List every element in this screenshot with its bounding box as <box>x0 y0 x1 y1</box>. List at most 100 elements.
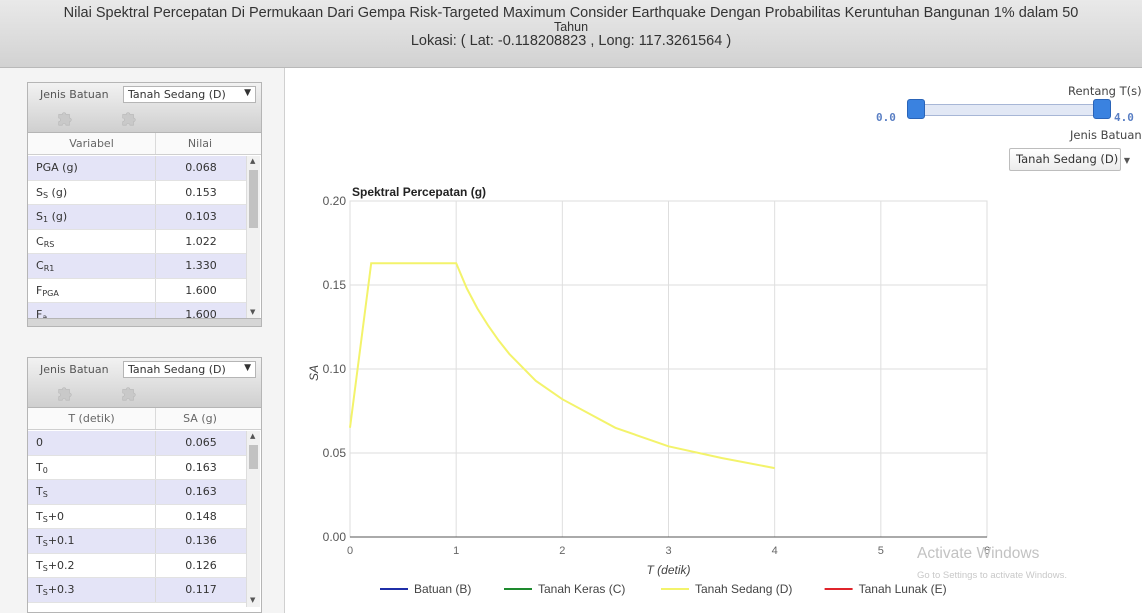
table-cell-value: 0.126 <box>185 558 217 572</box>
column-header-variabel[interactable]: Variabel <box>28 133 156 154</box>
x-tick-label: 6 <box>984 545 990 557</box>
y-tick-label: 0.15 <box>323 278 347 292</box>
table-cell-name: FPGA <box>28 278 156 302</box>
period-range-slider-track[interactable] <box>909 104 1109 116</box>
range-label: Rentang T(s) <box>1068 84 1142 98</box>
table-row[interactable]: TS+0.2 0.126 <box>28 553 246 578</box>
cell-name-suffix: +0.3 <box>47 583 75 596</box>
chevron-down-icon: ▼ <box>244 88 251 98</box>
table-cell-name: TS+0.3 <box>28 578 156 602</box>
soil-type-select-value: Tanah Sedang (D) <box>128 88 226 101</box>
cell-name-suffix: +0.1 <box>47 534 75 547</box>
puzzle-button[interactable] <box>34 380 96 405</box>
table-cell-name: TS+0 <box>28 504 156 528</box>
cell-name-text: T <box>36 583 43 596</box>
table-cell-value: 0.068 <box>185 161 217 174</box>
table-cell-value: 1.330 <box>185 259 217 272</box>
table-cell-name: CR1 <box>28 254 156 278</box>
chart-soil-type-value: Tanah Sedang (D) <box>1016 152 1119 166</box>
grid-scrollbar[interactable]: ▲ ▼ <box>246 431 260 607</box>
column-header-nilai[interactable]: Nilai <box>187 137 213 150</box>
cell-name-suffix: (g) <box>48 185 68 199</box>
table-cell-value: 1.600 <box>185 308 217 321</box>
cell-name-subscript: S <box>42 588 48 597</box>
grid-header: Variabel Nilai <box>28 133 261 155</box>
cell-name-subscript: S <box>42 563 48 573</box>
table-cell-value: 0.117 <box>185 583 217 596</box>
x-tick-label: 0 <box>347 545 353 557</box>
left-sidebar: Jenis Batuan Tanah Sedang (D) ▼ Variabel… <box>0 68 285 613</box>
puzzle-icon <box>58 111 72 125</box>
cell-name-text: T <box>36 460 43 474</box>
grid-select-label: Jenis Batuan <box>40 88 109 101</box>
table-row[interactable]: CRS 1.022 <box>28 229 246 254</box>
range-max-handle[interactable] <box>1093 99 1111 119</box>
table-row[interactable]: 0 0.065 <box>28 431 246 456</box>
table-row[interactable]: PGA (g) 0.068 <box>28 156 246 181</box>
cell-name-text: S <box>36 210 43 223</box>
table-cell-name: 0 <box>28 431 156 455</box>
puzzle-button[interactable] <box>34 105 96 130</box>
toolbar-icon-group <box>34 105 164 130</box>
cell-name-subscript: S <box>42 539 48 548</box>
grid-scrollbar[interactable]: ▲ ▼ <box>246 156 260 319</box>
x-tick-label: 4 <box>772 545 778 557</box>
chevron-down-icon: ▼ <box>244 363 251 373</box>
scroll-up-icon[interactable]: ▲ <box>250 432 256 440</box>
table-row[interactable]: FPGA 1.600 <box>28 278 246 303</box>
table-row[interactable]: SS (g) 0.153 <box>28 180 246 205</box>
grid-body: PGA (g) 0.068 SS (g) 0.153 S1 (g) 0.103 CRS 1.0… <box>28 156 246 326</box>
table-row[interactable]: CR1 1.330 <box>28 254 246 279</box>
table-row[interactable]: S1 (g) 0.103 <box>28 205 246 230</box>
cell-name-subscript: RS <box>43 239 55 249</box>
table-row[interactable]: TS 0.163 <box>28 480 246 505</box>
cell-name-text: PGA (g) <box>36 161 78 174</box>
location-label: Lokasi: ( Lat: -0.118208823 , Long: 117.… <box>410 33 732 49</box>
soil-type-select[interactable]: Tanah Sedang (D) ▼ <box>123 361 256 378</box>
puzzle-icon <box>58 386 72 400</box>
cell-name-subscript: 1 <box>42 215 49 224</box>
puzzle-button[interactable] <box>98 380 160 405</box>
range-min-handle[interactable] <box>907 99 925 119</box>
table-cell-name: TS <box>28 480 156 504</box>
scroll-thumb[interactable] <box>249 445 258 469</box>
chart-title: Spektral Percepatan (g) <box>352 185 486 199</box>
scroll-thumb[interactable] <box>249 170 258 228</box>
puzzle-icon <box>122 111 136 125</box>
table-cell-name: T0 <box>28 455 156 479</box>
x-tick-label: 2 <box>559 545 565 557</box>
x-tick-label: 3 <box>665 545 671 557</box>
spectrum-chart: 0 1 2 3 4 5 6 0.00 0.05 0.10 0.15 0.20 Spektral Perc… <box>307 185 990 596</box>
table-row[interactable]: TS+0.1 0.136 <box>28 529 246 554</box>
table-row[interactable]: TS+0 0.148 <box>28 504 246 529</box>
cell-name-text: S <box>36 185 43 199</box>
table-cell-value: 0.065 <box>185 436 217 449</box>
puzzle-icon <box>122 386 136 400</box>
spectrum-grid-panel: Jenis Batuan Tanah Sedang (D) ▼ T (detik… <box>27 357 262 613</box>
scroll-down-icon[interactable]: ▼ <box>250 308 256 316</box>
grid-toolbar: Jenis Batuan Tanah Sedang (D) ▼ <box>28 83 261 133</box>
table-row[interactable]: TS+0.3 0.117 <box>28 578 246 603</box>
scroll-down-icon[interactable]: ▼ <box>250 596 256 604</box>
column-header-sa[interactable]: SA (g) <box>183 412 217 425</box>
soil-type-select[interactable]: Tanah Sedang (D) ▼ <box>123 86 256 103</box>
y-tick-label: 0.10 <box>323 362 347 376</box>
column-header-t-detik[interactable]: T (detik) <box>28 408 156 429</box>
table-cell-name: SS (g) <box>28 180 156 204</box>
cell-name-text: C <box>36 234 44 248</box>
x-tick-label: 5 <box>878 545 884 557</box>
activate-windows-watermark: Activate Windows <box>917 545 1040 562</box>
cell-name-text: T <box>36 485 43 498</box>
table-row[interactable]: T0 0.163 <box>28 455 246 480</box>
table-cell-value: 1.022 <box>185 234 217 248</box>
legend-label: Tanah Lunak (E) <box>859 582 947 596</box>
y-tick-label: 0.00 <box>323 530 347 544</box>
x-axis-label: T (detik) <box>646 563 690 577</box>
scroll-up-icon[interactable]: ▲ <box>250 157 256 165</box>
puzzle-button[interactable] <box>98 105 160 130</box>
chart-soil-type-select[interactable]: Tanah Sedang (D) ▼ <box>1009 148 1130 171</box>
cell-name-subscript: a <box>42 313 47 322</box>
grid-body: 0 0.065 T0 0.163 TS 0.163 TS+0 0.148 TS+0.1 0.136… <box>28 431 246 603</box>
table-cell-name: Fa <box>28 303 156 326</box>
table-cell-name: PGA (g) <box>28 156 156 180</box>
